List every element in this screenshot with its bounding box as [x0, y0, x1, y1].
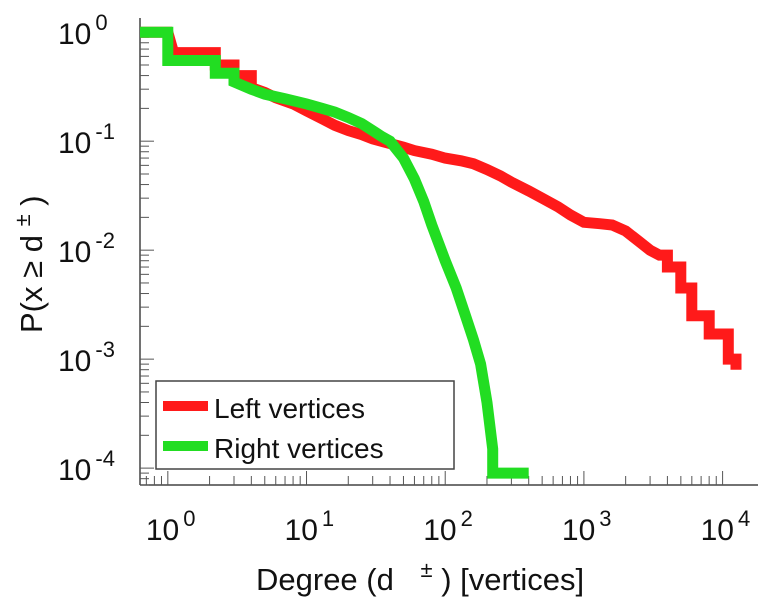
x-axis-label: Degree (d ± ) [vertices] [256, 549, 584, 597]
y-axis-label-main: P(x ≥ d ± ) [2, 195, 49, 333]
x-tick-label: 10 2 [423, 506, 473, 547]
x-axis-label-suffix: ) [vertices] [441, 562, 584, 597]
y-tick-label: 10 -4 [58, 446, 115, 487]
x-tick-label-exponent: 2 [461, 506, 473, 531]
x-tick-label-exponent: 1 [322, 506, 334, 531]
y-tick-label-base: 10 [58, 236, 91, 269]
legend-box [155, 380, 455, 470]
y-tick-label-exponent: -2 [95, 228, 115, 253]
y-tick-label-base: 10 [58, 127, 91, 160]
x-tick-label: 10 3 [562, 506, 612, 547]
x-tick-label-base: 10 [423, 514, 456, 547]
y-tick-label-exponent: 0 [95, 10, 107, 35]
y-tick-label-base: 10 [58, 18, 91, 51]
y-tick-label: 10 -1 [58, 119, 115, 160]
series-layer [140, 26, 742, 479]
x-axis-label-main: Degree (d ± ) [vertices] [256, 549, 584, 597]
tick-label-layer: 10 0 10 1 10 2 10 3 10 410 010 -110 -210 -310 -4 [58, 10, 750, 547]
y-axis-label: P(x ≥ d ± ) [2, 195, 49, 333]
legend: Left vertices Right vertices [155, 380, 455, 470]
x-tick-label: 10 1 [285, 506, 335, 547]
y-tick-label-base: 10 [58, 454, 91, 487]
legend-label-right-vertices: Right vertices [214, 433, 384, 464]
x-tick-label-exponent: 4 [738, 506, 750, 531]
y-axis-label-suffix: ) [14, 195, 49, 205]
x-axis-label-symbol: ± [420, 557, 432, 582]
y-tick-label: 10 0 [58, 10, 108, 51]
y-axis-label-prefix: P(x ≥ d [14, 235, 49, 333]
series-line-right-vertices [140, 26, 529, 479]
y-axis-label-symbol: ± [10, 214, 35, 226]
axes-layer [139, 18, 758, 486]
x-tick-label-base: 10 [562, 514, 595, 547]
x-tick-label-base: 10 [146, 514, 179, 547]
y-tick-label: 10 -2 [58, 228, 115, 269]
y-tick-label-exponent: -3 [95, 337, 115, 362]
x-tick-label: 10 4 [701, 506, 751, 547]
x-tick-label-base: 10 [285, 514, 318, 547]
x-tick-label-exponent: 3 [599, 506, 611, 531]
x-tick-label-base: 10 [701, 514, 734, 547]
x-tick-label-exponent: 0 [183, 506, 195, 531]
y-tick-label-base: 10 [58, 345, 91, 378]
y-tick-label-exponent: -1 [95, 119, 115, 144]
x-axis-label-prefix: Degree (d [256, 562, 394, 597]
x-tick-label: 10 0 [146, 506, 196, 547]
y-tick-label-exponent: -4 [95, 446, 115, 471]
y-tick-label: 10 -3 [58, 337, 115, 378]
legend-label-left-vertices: Left vertices [214, 393, 365, 424]
